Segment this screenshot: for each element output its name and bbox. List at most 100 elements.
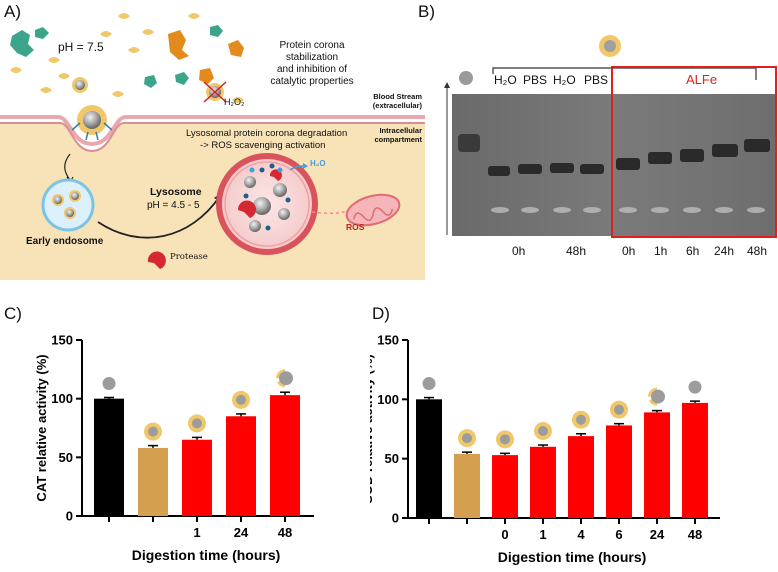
- lysosome-caption-line: Lysosomal protein corona degradation: [186, 128, 348, 139]
- early-endosome-icon: [41, 178, 95, 232]
- schematic-panel: [0, 13, 425, 280]
- coated-particle-icon: [572, 410, 590, 429]
- corona-caption: Protein corona stabilization and inhibit…: [262, 40, 362, 88]
- time-label-1h: 1h: [654, 244, 668, 258]
- plasma-proteins: [10, 13, 244, 103]
- x-axis-label: Digestion time (hours): [498, 549, 647, 565]
- time-label-24h: 24h: [714, 244, 735, 258]
- lane-label-h2o-2: H₂O: [553, 73, 576, 87]
- y-tick-label: 50: [59, 450, 73, 465]
- panel-label-a: A): [4, 2, 21, 21]
- coated-particle-icon: [610, 400, 628, 419]
- alfe-label: ALFe: [686, 72, 718, 87]
- y-tick-label: 0: [392, 511, 399, 526]
- x-tick-label: 1: [193, 525, 200, 540]
- x-tick-label: 0: [501, 527, 508, 542]
- blood-stream-line: Blood Stream: [373, 92, 422, 101]
- ph-extracellular: pH = 7.5: [58, 40, 104, 54]
- lysosome-label: Lysosome: [150, 186, 202, 198]
- h2o2-label: H₂O₂: [224, 97, 245, 107]
- lane-label-pbs-1: PBS: [523, 73, 548, 87]
- early-endosome-label: Early endosome: [26, 236, 104, 247]
- bar: [94, 398, 124, 516]
- time-label-0h-control: 0h: [512, 244, 526, 258]
- y-axis-label: SOD relative activity (%): [370, 354, 375, 504]
- coated-particle-icon: [458, 429, 476, 448]
- y-axis-label: CAT relative activity (%): [34, 354, 49, 501]
- intracellular-line: compartment: [374, 135, 422, 144]
- corona-caption-line: catalytic properties: [270, 76, 354, 87]
- x-tick-label: 4: [577, 527, 585, 542]
- inhibited-particle-icon: [203, 81, 227, 103]
- panel-label-b: B): [418, 2, 435, 21]
- coated-particle-icon: [496, 430, 514, 449]
- time-label-48h-control: 48h: [566, 244, 587, 258]
- x-tick-label: 24: [234, 525, 249, 540]
- lysosome-icon: [216, 153, 318, 255]
- bare-particle-icon: [688, 380, 702, 394]
- bare-particle-icon: [459, 71, 473, 85]
- bar: [682, 402, 708, 518]
- bare-particle-icon: [422, 377, 436, 391]
- protease-label: Protease: [170, 252, 208, 262]
- lane-label-pbs-2: PBS: [584, 73, 609, 87]
- intracellular-line: Intracellular: [379, 126, 422, 135]
- y-tick-label: 150: [51, 333, 73, 348]
- y-tick-label: 100: [51, 391, 73, 406]
- y-tick-label: 150: [377, 333, 399, 348]
- coated-particle-icon: [599, 35, 621, 57]
- blood-stream-label: Blood Stream (extracellular): [360, 92, 422, 110]
- bar: [182, 439, 212, 516]
- gel-image: [452, 94, 776, 236]
- bar: [530, 446, 556, 518]
- coated-particle-icon: [232, 390, 250, 409]
- gel-bands: [458, 134, 770, 176]
- lysosome-caption-line: -> ROS scavenging activation: [200, 140, 326, 151]
- bare-particle-icon: [102, 376, 116, 390]
- bar: [644, 412, 670, 518]
- x-tick-label: 24: [650, 527, 665, 542]
- time-label-0h: 0h: [622, 244, 636, 258]
- ros-label: ROS: [346, 222, 365, 232]
- x-tick-label: 6: [615, 527, 622, 542]
- coated-particle-icon: [144, 422, 162, 441]
- time-label-48h: 48h: [747, 244, 768, 258]
- intracellular-label: Intracellular compartment: [360, 126, 422, 144]
- y-tick-label: 0: [66, 509, 73, 524]
- mitochondrion-icon: [345, 193, 401, 227]
- bar: [454, 453, 480, 518]
- x-axis-label: Digestion time (hours): [132, 547, 281, 563]
- panel-label-c: C): [4, 304, 22, 323]
- bar: [606, 425, 632, 518]
- corona-caption-line: Protein corona: [279, 40, 345, 51]
- x-tick-label: 48: [278, 525, 292, 540]
- sod-activity-chart: 0 50 100 150 SOD relative activity (%) 0 1 4 6 24…: [370, 333, 720, 565]
- coated-nanoparticle-icon: [72, 77, 88, 93]
- bar: [416, 399, 442, 518]
- bar: [568, 436, 594, 518]
- partially-coated-particle-icon: [648, 387, 665, 406]
- alfe-box: [611, 66, 777, 238]
- x-tick-label: 48: [688, 527, 702, 542]
- cell-interior: [0, 122, 425, 280]
- protease-icon: [147, 251, 166, 269]
- y-tick-label: 50: [385, 451, 399, 466]
- internalizing-particle-icon: [71, 105, 113, 141]
- panel-label-d: D): [372, 304, 390, 323]
- h2o-label: H₂O: [310, 159, 326, 168]
- coated-particle-icon: [188, 414, 206, 433]
- time-label-6h: 6h: [686, 244, 700, 258]
- coated-particle-icon: [534, 422, 552, 441]
- blood-stream-line: (extracellular): [372, 101, 422, 110]
- ph-lysosome: pH = 4.5 - 5: [147, 200, 200, 211]
- gel-wells: [491, 207, 765, 213]
- corona-caption-line: and inhibition of: [276, 64, 348, 75]
- lane-label-h2o-1: H₂O: [494, 73, 517, 87]
- x-tick-label: 1: [539, 527, 546, 542]
- y-tick-label: 100: [377, 392, 399, 407]
- bar: [270, 395, 300, 516]
- bar: [226, 416, 256, 516]
- corona-caption-line: stabilization: [285, 52, 339, 63]
- lysosome-caption: Lysosomal protein corona degradation -> …: [186, 128, 376, 152]
